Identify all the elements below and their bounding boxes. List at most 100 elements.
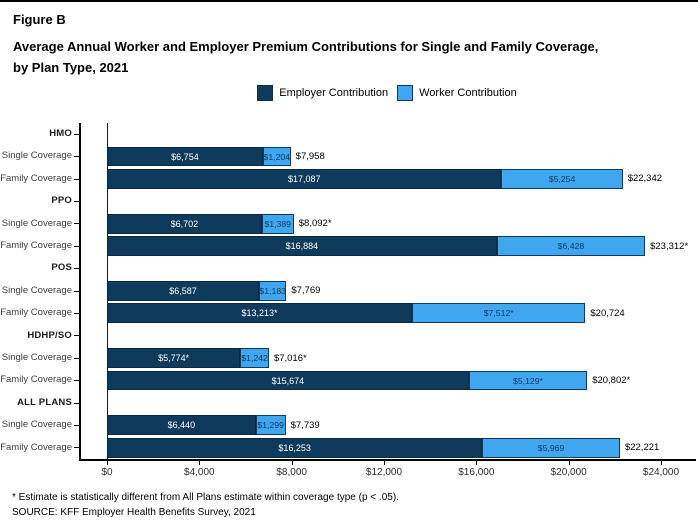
plan-header-row: PPO [0, 190, 698, 212]
x-axis-line [79, 459, 696, 461]
total-value-label: $23,312* [650, 240, 689, 252]
employer-segment: $6,754 [107, 146, 263, 167]
total-value-label: $7,769 [291, 285, 321, 297]
worker-value-label: $1,299 [257, 420, 284, 431]
y-axis-tick [74, 290, 79, 292]
coverage-row-label: Single Coverage [1, 150, 72, 162]
chart-title-line1: Average Annual Worker and Employer Premi… [13, 39, 599, 54]
bar-row: Single Coverage $5,774* $1,242 $7,016* [0, 347, 698, 369]
chart-title-line2: by Plan Type, 2021 [13, 60, 129, 75]
y-axis-tick [74, 335, 79, 337]
x-axis-tick [476, 461, 478, 465]
x-axis-tick-label: $0 [101, 467, 113, 478]
x-axis-tick [107, 461, 108, 465]
plan-group-label: HDHP/SO [27, 329, 72, 341]
worker-segment: $5,969 [482, 437, 620, 458]
bar-row: Single Coverage $6,702 $1,389 $8,092* [0, 213, 698, 235]
x-axis-tick [291, 461, 293, 465]
coverage-row-label: Single Coverage [1, 217, 72, 229]
stacked-bar: $16,884 $6,428 $23,312* [107, 236, 689, 257]
worker-value-label: $5,254 [548, 173, 576, 184]
total-value-label: $22,221 [624, 442, 660, 454]
significance-note: * Estimate is statistically different fr… [12, 492, 399, 503]
employer-value-label: $15,674 [271, 375, 305, 386]
worker-value-label: $1,204 [263, 151, 291, 162]
employer-value-label: $16,884 [285, 241, 319, 252]
y-axis-tick [74, 447, 79, 449]
employer-segment: $6,702 [107, 213, 262, 234]
worker-value-label: $1,389 [264, 218, 292, 229]
worker-segment: $1,389 [261, 213, 294, 234]
y-axis-tick [74, 178, 79, 180]
coverage-row-label: Family Coverage [0, 240, 72, 251]
employer-segment: $6,587 [107, 281, 260, 301]
y-axis-tick [74, 380, 79, 382]
y-axis-line [79, 123, 81, 459]
employer-segment: $13,213* [107, 303, 412, 324]
y-axis-tick [74, 245, 79, 247]
worker-value-label: $7,512* [483, 308, 514, 319]
bar-row: Family Coverage $15,674 $5,129* $20,802* [0, 369, 698, 391]
employer-value-label: $17,087 [287, 173, 321, 184]
employer-segment: $16,253 [107, 437, 483, 458]
coverage-row-label: Family Coverage [0, 441, 72, 453]
plan-group-label: HMO [49, 128, 72, 139]
employer-value-label: $6,440 [167, 420, 196, 431]
bar-row: Single Coverage $6,587 $1,183 $7,769 [0, 280, 698, 302]
employer-value-label: $6,587 [169, 285, 197, 296]
x-axis-tick [568, 461, 570, 465]
bar-row: Family Coverage $16,253 $5,969 $22,221 [0, 437, 698, 459]
coverage-row-label: Family Coverage [0, 374, 72, 386]
total-value-label: $20,802* [592, 375, 631, 387]
x-axis-tick-label: $16,000 [458, 467, 495, 478]
total-value-label: $20,724 [590, 307, 625, 319]
employer-value-label: $16,253 [278, 442, 311, 453]
worker-value-label: $1,242 [241, 353, 268, 364]
y-axis-tick [74, 223, 79, 225]
x-axis-tick [383, 461, 385, 465]
x-axis-tick [199, 461, 201, 465]
employer-segment: $5,774* [107, 348, 241, 369]
stacked-bar: $6,754 $1,204 $7,958 [107, 146, 325, 167]
worker-segment: $5,129* [468, 370, 588, 391]
employer-legend-swatch [257, 85, 274, 101]
plan-group-label: POS [51, 262, 72, 274]
total-value-label: $7,739 [290, 419, 320, 431]
coverage-row-label: Single Coverage [1, 419, 72, 431]
coverage-row-label: Single Coverage [1, 284, 72, 296]
plan-header-row: HDHP/SO [0, 325, 698, 347]
coverage-row-label: Family Coverage [0, 307, 72, 319]
coverage-row-label: Family Coverage [0, 172, 72, 184]
employer-value-label: $13,213* [241, 308, 278, 319]
stacked-bar: $16,253 $5,969 $22,221 [107, 437, 660, 458]
worker-value-label: $5,969 [537, 442, 565, 453]
employer-segment: $17,087 [107, 169, 502, 189]
worker-value-label: $5,129* [513, 375, 543, 386]
worker-segment: $5,254 [501, 169, 623, 189]
total-value-label: $7,958 [295, 151, 325, 163]
stacked-bar: $5,774* $1,242 $7,016* [107, 348, 307, 369]
x-axis-tick-label: $4,000 [184, 467, 215, 478]
worker-segment: $1,204 [262, 146, 291, 167]
footnotes: * Estimate is statistically different fr… [12, 490, 399, 520]
plan-header-row: ALL PLANS [0, 392, 698, 414]
stacked-bar: $6,702 $1,389 $8,092* [107, 213, 332, 234]
worker-legend-label: Worker Contribution [419, 87, 517, 99]
y-axis-tick [74, 402, 79, 404]
chart-legend: Employer Contribution Worker Contributio… [79, 85, 695, 101]
total-value-label: $8,092* [298, 218, 332, 230]
employer-segment: $15,674 [107, 370, 469, 391]
stacked-bar: $17,087 $5,254 $22,342 [107, 169, 662, 189]
employer-segment: $6,440 [107, 415, 256, 436]
employer-value-label: $5,774* [158, 353, 190, 364]
plan-header-row: POS [0, 257, 698, 279]
employer-legend-label: Employer Contribution [279, 87, 389, 99]
stacked-bar: $6,587 $1,183 $7,769 [107, 281, 320, 301]
y-axis-tick [74, 268, 79, 270]
employer-value-label: $6,754 [171, 151, 199, 162]
x-axis-tick [660, 461, 662, 465]
bar-row: Single Coverage $6,754 $1,204 $7,958 [0, 145, 698, 167]
employer-segment: $16,884 [107, 236, 497, 257]
source-note: SOURCE: KFF Employer Health Benefits Sur… [12, 507, 256, 518]
